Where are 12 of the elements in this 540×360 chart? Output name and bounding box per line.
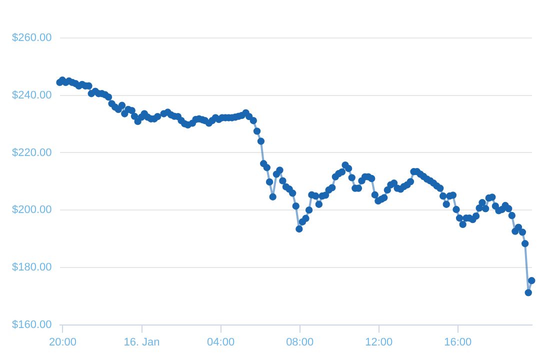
x-tick-label: 20:00 bbox=[48, 336, 76, 348]
x-tick-label: 16:00 bbox=[444, 336, 472, 348]
y-tick-label: $220.00 bbox=[12, 146, 52, 159]
y-tick-label: $180.00 bbox=[12, 261, 52, 274]
y-tick-label: $240.00 bbox=[12, 89, 52, 102]
y-tick-label: $160.00 bbox=[12, 318, 52, 331]
y-tick-label: $260.00 bbox=[12, 32, 52, 44]
x-tick-label: 12:00 bbox=[365, 336, 393, 348]
y-tick-label: $200.00 bbox=[12, 204, 52, 216]
x-tick-label: 04:00 bbox=[207, 336, 235, 348]
x-tick-label: 08:00 bbox=[286, 336, 314, 348]
x-tick-label: 16. Jan bbox=[124, 336, 160, 348]
